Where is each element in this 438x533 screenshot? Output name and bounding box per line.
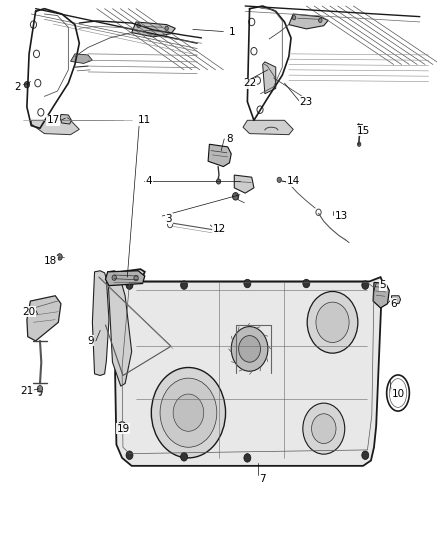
Text: 23: 23	[300, 96, 313, 107]
Circle shape	[318, 18, 322, 22]
Text: 1: 1	[229, 27, 235, 37]
Circle shape	[126, 281, 133, 289]
Polygon shape	[289, 14, 328, 29]
Circle shape	[216, 179, 221, 184]
Circle shape	[303, 403, 345, 454]
Polygon shape	[108, 271, 132, 386]
Circle shape	[362, 451, 369, 459]
Circle shape	[307, 292, 358, 353]
Polygon shape	[71, 54, 92, 63]
Text: 14: 14	[286, 176, 300, 187]
Circle shape	[134, 276, 138, 281]
Text: 11: 11	[138, 115, 152, 125]
Text: 8: 8	[226, 134, 233, 144]
Circle shape	[231, 327, 268, 371]
Text: 12: 12	[212, 224, 226, 235]
Text: 19: 19	[117, 424, 130, 434]
Text: 13: 13	[335, 211, 348, 221]
Circle shape	[160, 378, 217, 447]
Circle shape	[251, 47, 257, 55]
Polygon shape	[243, 120, 293, 135]
Text: 17: 17	[46, 115, 60, 125]
Polygon shape	[92, 271, 109, 375]
Polygon shape	[31, 120, 79, 135]
Circle shape	[38, 109, 44, 116]
Circle shape	[118, 422, 127, 432]
Circle shape	[233, 192, 239, 200]
Circle shape	[254, 77, 261, 84]
Circle shape	[292, 15, 296, 20]
Circle shape	[239, 336, 261, 362]
Polygon shape	[106, 271, 145, 286]
Circle shape	[165, 26, 168, 30]
Circle shape	[362, 281, 369, 289]
Polygon shape	[263, 62, 276, 94]
Text: 7: 7	[259, 474, 266, 484]
Text: 5: 5	[379, 280, 386, 290]
Text: 4: 4	[146, 176, 152, 187]
Polygon shape	[132, 22, 175, 37]
Text: 10: 10	[392, 389, 405, 399]
Text: 22: 22	[243, 78, 256, 88]
Circle shape	[126, 451, 133, 459]
Circle shape	[57, 254, 62, 260]
Circle shape	[30, 21, 36, 28]
Text: 2: 2	[14, 82, 21, 92]
Polygon shape	[27, 296, 61, 341]
Polygon shape	[373, 282, 389, 308]
Text: 21: 21	[20, 386, 34, 397]
Circle shape	[137, 23, 141, 28]
Circle shape	[33, 50, 39, 58]
Circle shape	[112, 275, 117, 280]
Circle shape	[357, 142, 361, 147]
Circle shape	[35, 79, 41, 87]
Circle shape	[151, 368, 226, 458]
Text: 9: 9	[87, 336, 93, 346]
Circle shape	[257, 106, 263, 114]
Polygon shape	[115, 269, 384, 466]
Circle shape	[249, 18, 255, 26]
Polygon shape	[208, 144, 231, 166]
Circle shape	[24, 82, 29, 88]
Circle shape	[244, 454, 251, 462]
Text: 3: 3	[166, 214, 172, 224]
Text: 20: 20	[22, 306, 35, 317]
Circle shape	[316, 302, 349, 343]
Circle shape	[173, 394, 204, 431]
Text: 6: 6	[390, 298, 397, 309]
Polygon shape	[60, 115, 71, 124]
Circle shape	[244, 279, 251, 288]
Circle shape	[180, 453, 187, 461]
Circle shape	[180, 281, 187, 289]
Text: 18: 18	[44, 256, 57, 266]
Circle shape	[303, 279, 310, 288]
Text: 15: 15	[357, 126, 370, 136]
Circle shape	[277, 177, 282, 182]
Circle shape	[37, 385, 42, 392]
Polygon shape	[392, 296, 401, 304]
Polygon shape	[234, 175, 254, 193]
Circle shape	[311, 414, 336, 443]
